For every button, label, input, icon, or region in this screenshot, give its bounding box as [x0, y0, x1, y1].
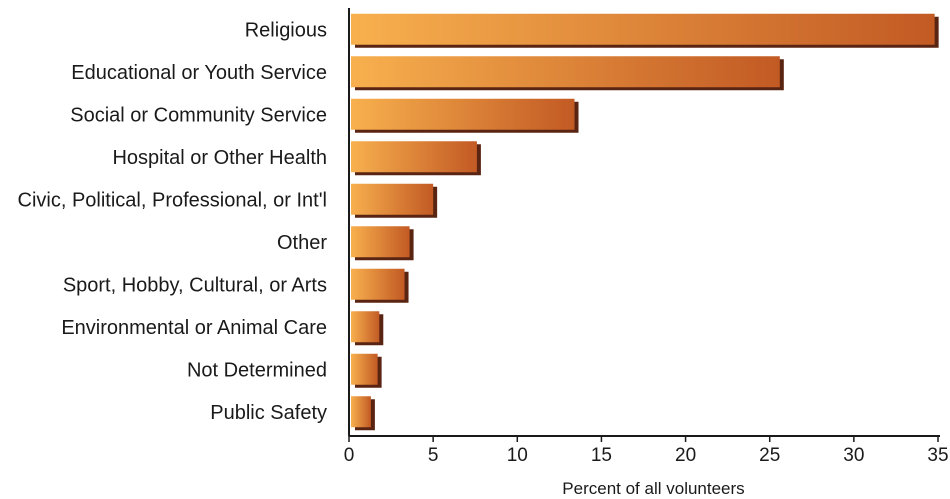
- x-axis-title: Percent of all volunteers: [562, 479, 744, 498]
- bar: [351, 396, 371, 428]
- x-tick-label: 30: [843, 445, 864, 466]
- x-tick-label: 10: [507, 445, 528, 466]
- x-tick-label: 35: [927, 445, 948, 466]
- category-label: Environmental or Animal Care: [61, 317, 327, 339]
- category-label: Social or Community Service: [70, 104, 327, 126]
- x-tick-label: 5: [428, 445, 439, 466]
- bar: [351, 268, 405, 300]
- bar: [351, 226, 410, 258]
- category-label: Sport, Hobby, Cultural, or Arts: [63, 274, 327, 296]
- bar: [351, 141, 477, 173]
- x-axis-ticks: 0 5 10 15 20 25 30 35: [344, 436, 949, 466]
- x-tick-label: 15: [591, 445, 612, 466]
- x-tick-label: 20: [675, 445, 696, 466]
- category-label: Public Safety: [210, 402, 327, 424]
- x-tick-label: 0: [344, 445, 355, 466]
- bar: [351, 353, 378, 385]
- bar: [351, 98, 575, 130]
- bar: [351, 311, 380, 343]
- category-label: Educational or Youth Service: [71, 62, 327, 84]
- category-label: Not Determined: [187, 359, 327, 381]
- category-label: Other: [277, 232, 327, 254]
- bars-group: [351, 13, 939, 431]
- category-labels: Religious Educational or Youth Service Soc…: [18, 19, 328, 424]
- x-tick-label: 25: [759, 445, 780, 466]
- bar: [351, 183, 434, 215]
- category-label: Religious: [245, 19, 327, 41]
- bar: [351, 13, 935, 45]
- category-label: Civic, Political, Professional, or Int'l: [18, 189, 327, 211]
- bar: [351, 56, 780, 88]
- category-label: Hospital or Other Health: [112, 147, 327, 169]
